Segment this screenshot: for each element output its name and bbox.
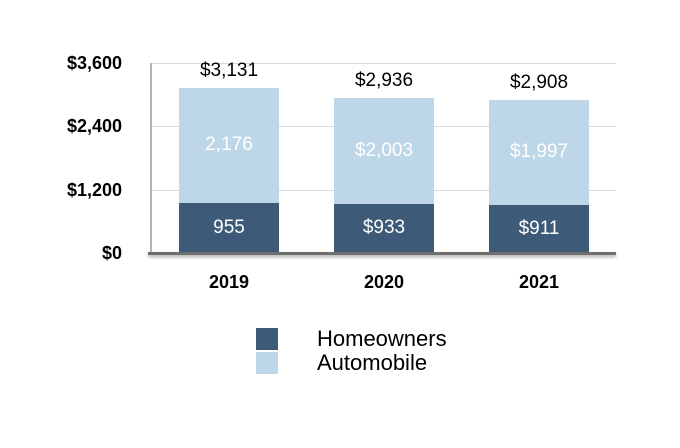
bar-segment-value-label: $911 <box>518 218 560 239</box>
bar-total-label: $3,131 <box>199 60 259 81</box>
bar-segment-value-label: $2,003 <box>354 140 414 161</box>
bar-segment-homeowners-2019 <box>179 203 279 253</box>
y-axis-tick-label: $3,600 <box>66 53 122 73</box>
y-axis-line <box>150 63 152 253</box>
bar-segment-homeowners-2021 <box>489 205 589 253</box>
legend-swatch-homeowners-icon <box>256 328 278 350</box>
x-axis-tick-label: 2019 <box>208 272 250 292</box>
y-axis-tick-label: $0 <box>101 243 122 263</box>
legend-swatch-automobile-icon <box>256 352 278 374</box>
bar-segment-value-label: $933 <box>362 217 406 238</box>
legend-item-homeowners: Homeowners <box>256 327 447 351</box>
y-axis-tick-label: $1,200 <box>66 180 122 200</box>
bar-segment-value-label: 2,176 <box>205 134 253 155</box>
bar-segment-value-label: 955 <box>213 217 245 238</box>
bar-total-label: $2,936 <box>354 70 414 91</box>
y-axis-tick-label: $2,400 <box>66 116 122 136</box>
legend-label-automobile: Automobile <box>317 350 428 375</box>
bar-segment-automobile-2019 <box>179 88 279 203</box>
gridline <box>151 63 616 64</box>
legend-label-homeowners: Homeowners <box>317 326 447 351</box>
bar-segment-automobile-2020 <box>334 98 434 204</box>
bar-segment-homeowners-2020 <box>334 204 434 253</box>
legend-item-automobile: Automobile <box>256 351 447 375</box>
bar-total-label: $2,908 <box>509 72 569 93</box>
bar-segment-value-label: $1,997 <box>509 141 569 162</box>
x-axis-line <box>148 252 616 255</box>
bar-segment-automobile-2021 <box>489 100 589 205</box>
chart-legend: Homeowners Automobile <box>256 327 447 375</box>
x-axis-tick-label: 2021 <box>518 272 560 292</box>
x-axis-tick-label: 2020 <box>363 272 405 292</box>
